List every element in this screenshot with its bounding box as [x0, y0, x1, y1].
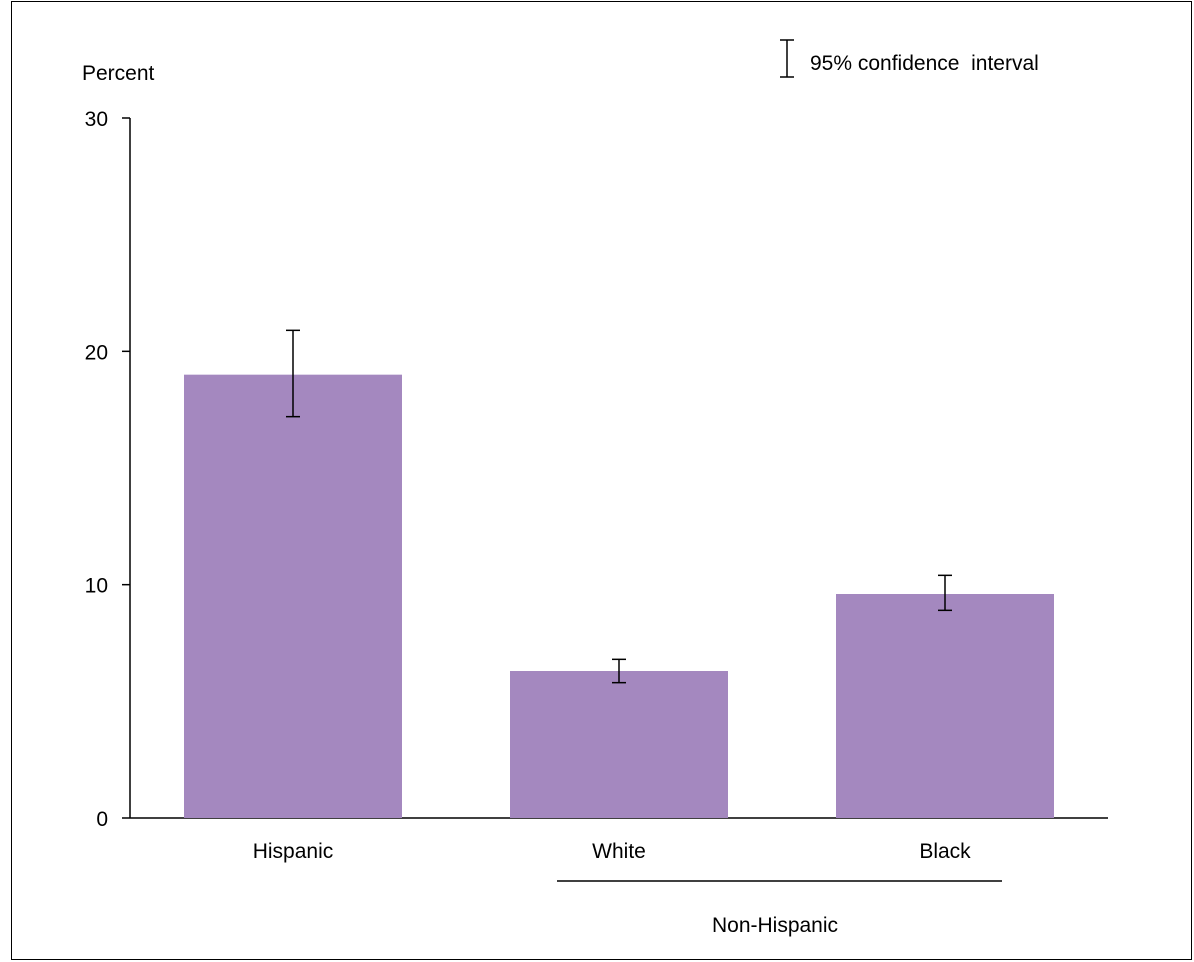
bar-black: [836, 594, 1054, 818]
error-bars: [286, 329, 952, 684]
category-label: Black: [919, 840, 971, 863]
bar-hispanic: [184, 374, 402, 818]
category-labels: Hispanic White Black: [253, 840, 971, 863]
category-label: White: [592, 840, 646, 863]
category-label: Hispanic: [253, 840, 334, 863]
y-axis-label: Percent: [82, 62, 155, 85]
bar-white: [510, 671, 728, 818]
y-ticks: 0 10 20 30: [85, 108, 130, 831]
bars: [184, 374, 1054, 818]
group-label: Non-Hispanic: [712, 914, 838, 937]
y-tick-label: 30: [85, 108, 108, 131]
legend: 95% confidence interval: [780, 39, 1039, 78]
y-tick-label: 20: [85, 341, 108, 364]
y-tick-label: 10: [85, 575, 108, 598]
legend-label: 95% confidence interval: [810, 52, 1039, 75]
y-tick-label: 0: [96, 808, 108, 831]
